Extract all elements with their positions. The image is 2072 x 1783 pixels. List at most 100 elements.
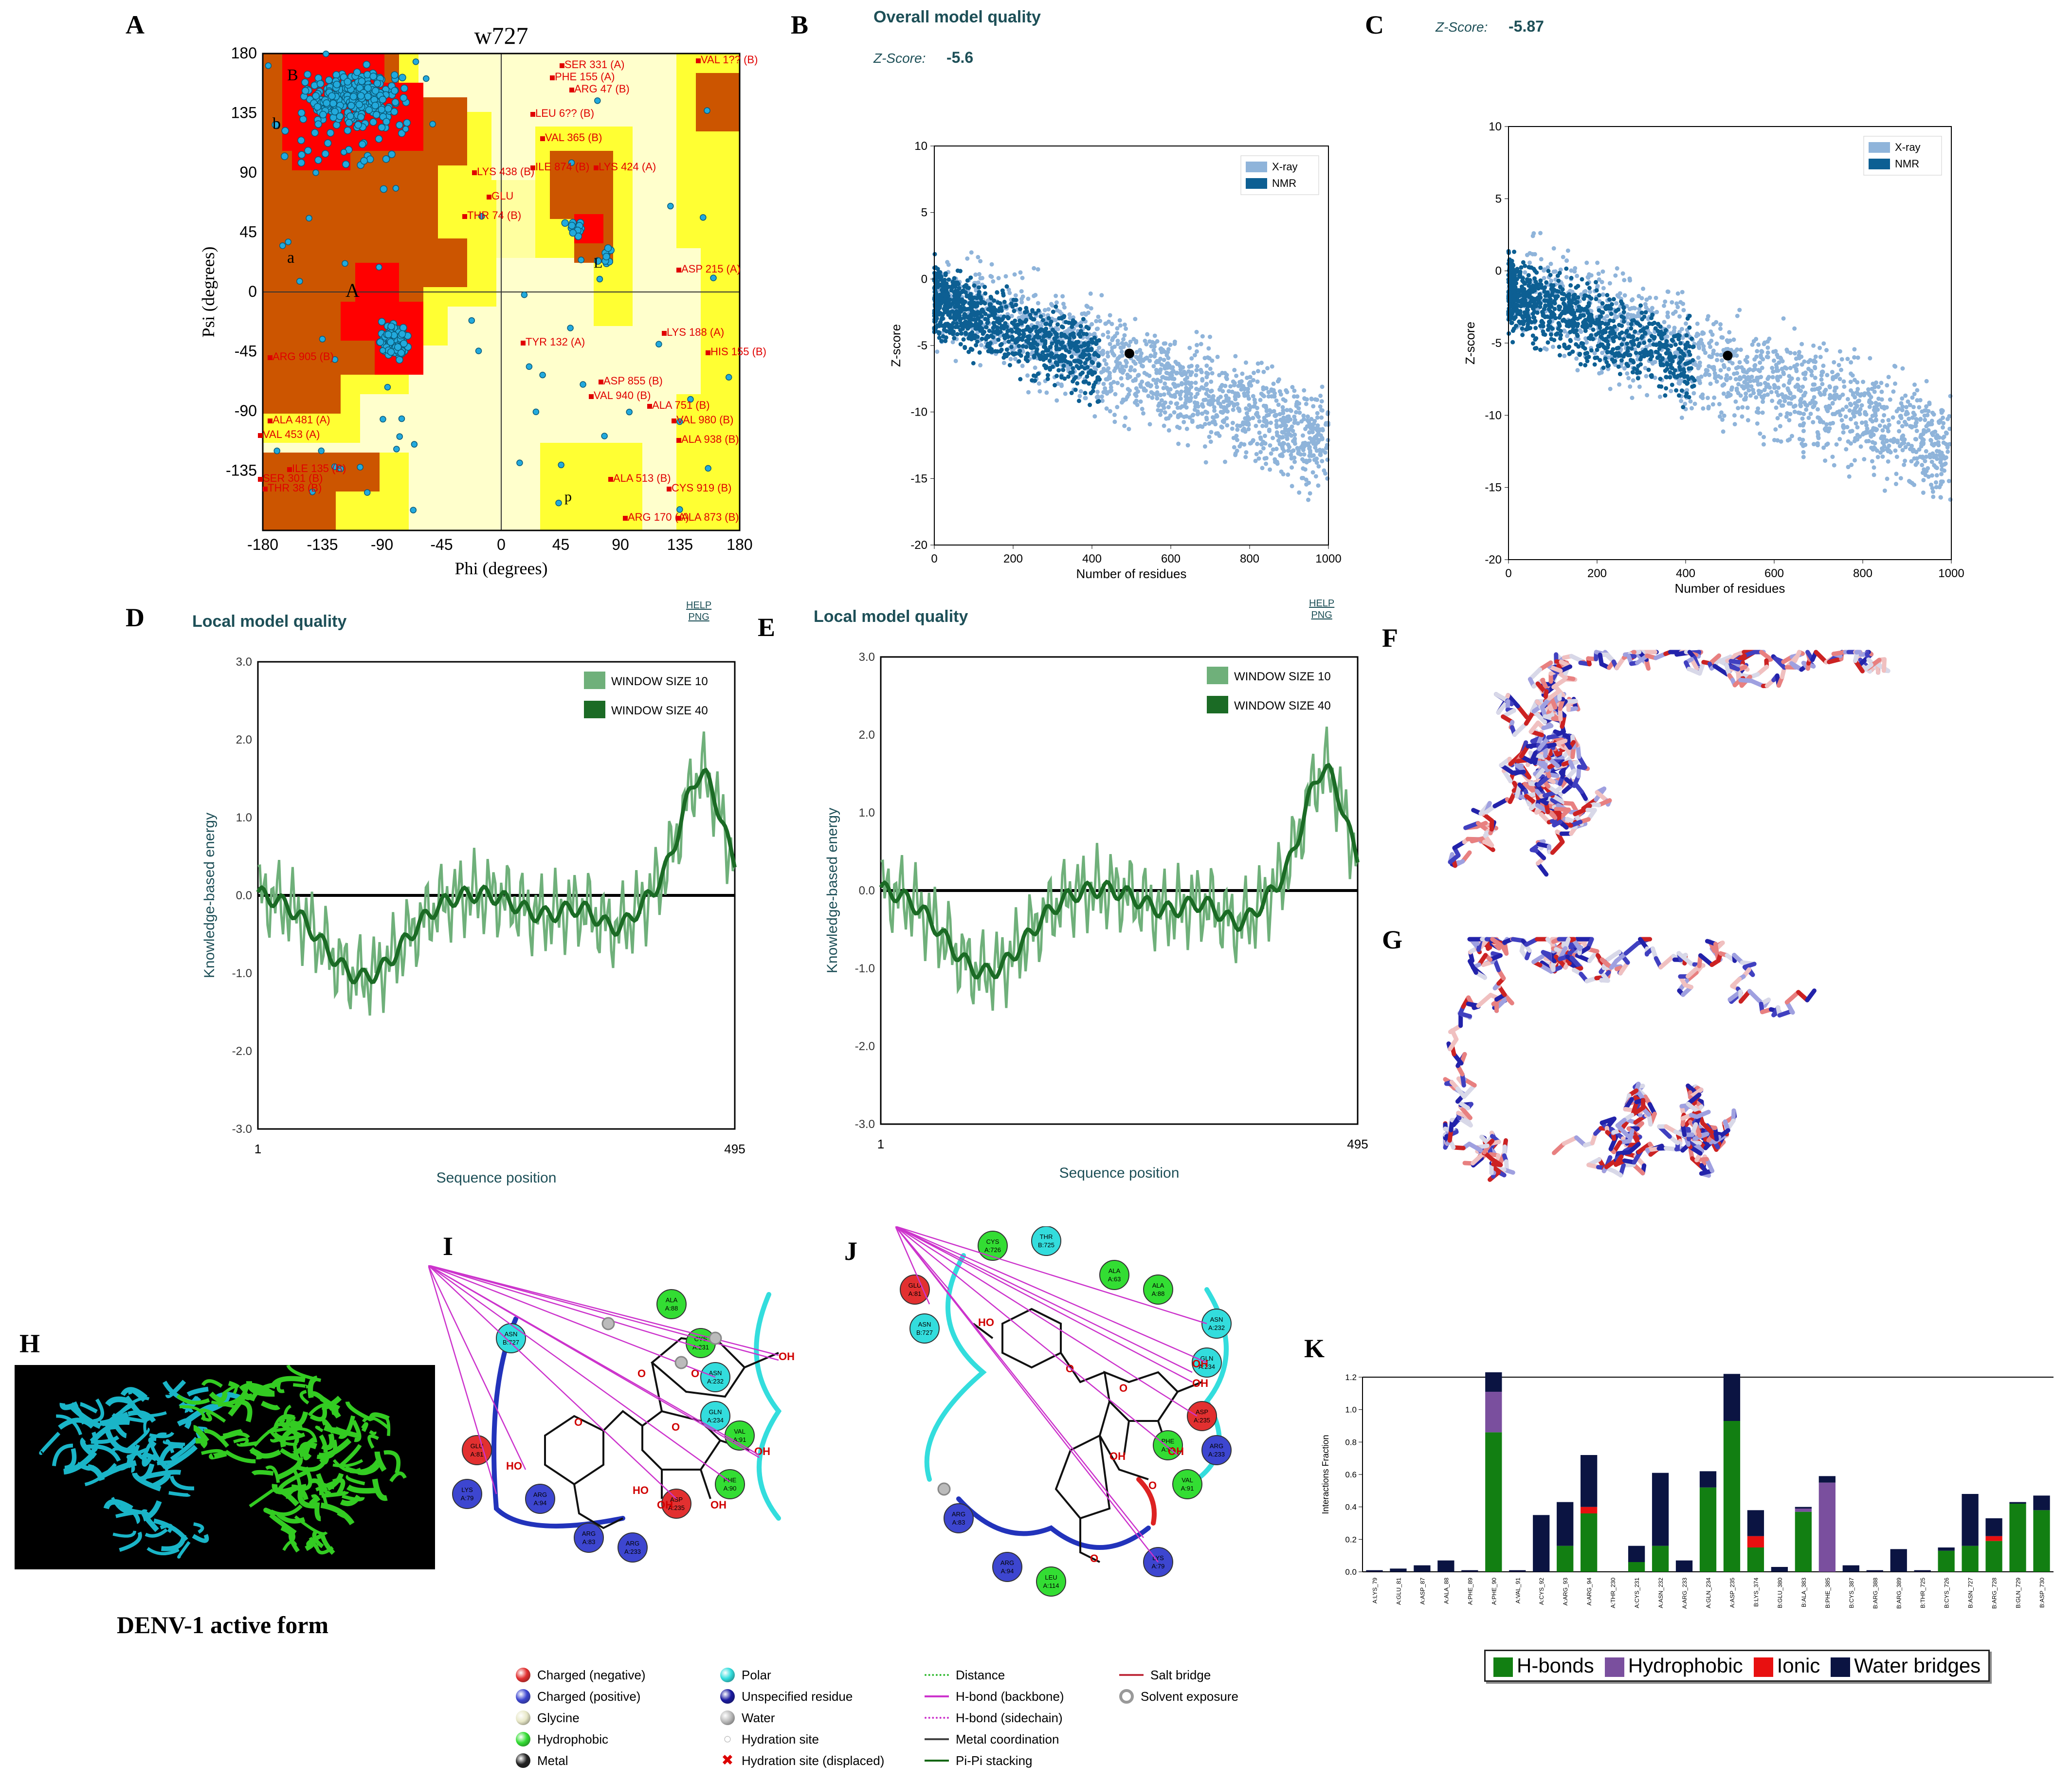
- rama-point: [312, 169, 319, 176]
- rama-point: [380, 185, 388, 193]
- xend: 495: [1347, 1137, 1368, 1151]
- help-link-e[interactable]: HELP PNG: [1309, 598, 1335, 620]
- legend-item: Ionic: [1753, 1654, 1820, 1677]
- rama-residue-label: ILE 135 (B): [292, 462, 346, 474]
- rama-point: [578, 256, 584, 263]
- ytick: 3.0: [859, 651, 875, 664]
- rama-ytick: 135: [231, 104, 257, 122]
- xtick: 600: [1161, 552, 1181, 565]
- legend-item: Water bridges: [1831, 1654, 1981, 1677]
- rama-point: [331, 356, 339, 363]
- atom-label: OH: [1168, 1445, 1184, 1457]
- rama-point: [369, 73, 377, 80]
- panel-letter-d: D: [126, 603, 145, 632]
- panel-letter-k: K: [1304, 1334, 1325, 1363]
- model-zscore-point: [1124, 348, 1134, 359]
- bar-segment: [1818, 1482, 1836, 1572]
- rama-point: [273, 447, 280, 455]
- ytick: -1.0: [855, 962, 875, 975]
- rama-residue-label: ALA 751 (B): [652, 399, 710, 411]
- local-quality-title-d: Local model quality: [192, 612, 347, 631]
- rama-point: [569, 229, 577, 237]
- ytick: 2.0: [236, 733, 252, 746]
- rama-point: [319, 336, 326, 343]
- rama-point: [357, 464, 364, 471]
- bar-segment: [1795, 1511, 1812, 1572]
- rama-residue-label: THR 38 (B): [268, 482, 322, 494]
- rama-point: [568, 221, 576, 230]
- panel-letter-e: E: [758, 613, 776, 642]
- ytick: -5: [1491, 337, 1502, 350]
- bar-segment: [2033, 1510, 2050, 1572]
- rama-point: [410, 507, 417, 513]
- atom-label: OH: [779, 1350, 795, 1363]
- atom-label: HO: [978, 1316, 994, 1328]
- rama-point: [272, 121, 279, 129]
- rama-point: [340, 148, 347, 156]
- rama-point: [331, 108, 339, 116]
- rama-point: [429, 121, 436, 127]
- category-label: A:ALA_88: [1443, 1578, 1450, 1604]
- zscore-value-c: -5.87: [1509, 18, 1544, 35]
- rama-point: [371, 102, 379, 109]
- rama-point: [355, 101, 363, 109]
- zscore-label-b: Z-Score:: [873, 51, 926, 66]
- ytick: -20: [910, 539, 927, 552]
- rama-point: [349, 92, 358, 101]
- ytick: -10: [1485, 409, 1502, 422]
- ytick: 1.0: [236, 811, 252, 824]
- rama-point: [376, 264, 382, 271]
- help-link-d[interactable]: HELP PNG: [686, 600, 712, 622]
- rama-point: [561, 219, 569, 227]
- local-quality-plot-d: 3.0 2.0 1.0 0.0 -1.0 -2.0 -3.01 495 Sequence pos…: [201, 655, 745, 1186]
- rama-ytick: 90: [239, 164, 257, 181]
- legend-item: Salt bridge: [1119, 1664, 1238, 1686]
- local-quality-plot-e: 3.0 2.0 1.0 0.0 -1.0 -2.0 -3.01 495 Sequence pos…: [824, 651, 1368, 1181]
- denv-caption: DENV-1 active form: [117, 1611, 329, 1638]
- bar-chart-legend: H-bonds Hydrophobic Ionic Water bridges: [1484, 1650, 1990, 1682]
- rama-ytick: -135: [226, 462, 257, 479]
- category-label: A:LYS_79: [1371, 1578, 1378, 1603]
- rama-point: [396, 433, 403, 440]
- rama-point: [725, 374, 732, 381]
- xray-points: [932, 250, 1331, 502]
- rama-residue-label: ALA 513 (B): [613, 472, 671, 484]
- atom-label: O: [1066, 1363, 1074, 1375]
- ytick: -2.0: [232, 1045, 252, 1058]
- rama-point: [384, 105, 392, 113]
- ytick: 0.4: [1345, 1503, 1357, 1512]
- rama-point: [400, 324, 407, 332]
- rama-point: [422, 75, 430, 82]
- bar-segment: [1795, 1509, 1812, 1512]
- xtick: 400: [1082, 552, 1102, 565]
- xtick: 400: [1676, 567, 1695, 580]
- bar-segment: [1795, 1507, 1812, 1509]
- rama-point: [594, 97, 601, 104]
- category-label: A:ARG_94: [1586, 1578, 1593, 1606]
- rama-point: [364, 489, 371, 496]
- bar-segment: [1747, 1510, 1764, 1536]
- rama-point: [387, 338, 395, 346]
- xlabel: Number of residues: [1675, 581, 1785, 596]
- bar-segment: [1581, 1507, 1598, 1513]
- bar-segment: [1581, 1513, 1598, 1572]
- bar-segment: [1652, 1546, 1669, 1572]
- protein-structure-f: [1448, 650, 1890, 877]
- atom-label: O: [672, 1421, 680, 1433]
- panel-letter-f: F: [1382, 623, 1398, 653]
- bar-segment: [1723, 1374, 1741, 1421]
- legend-item: ○ Hydration site: [723, 1731, 819, 1747]
- zscore-scatter-c: 0 200 400 600 800 1000 10 5 0 -5 -10 -15 -20 Number o…: [1463, 120, 1964, 596]
- xray-points: [1507, 231, 1953, 502]
- rama-residue-labels: SER 331 (A)PHE 155 (A)ARG 47 (B) VAL 1?? …: [258, 54, 766, 523]
- xtick: 800: [1853, 567, 1872, 580]
- bar-segment: [1890, 1549, 1907, 1572]
- rama-point: [555, 499, 562, 507]
- rama-point: [626, 408, 633, 416]
